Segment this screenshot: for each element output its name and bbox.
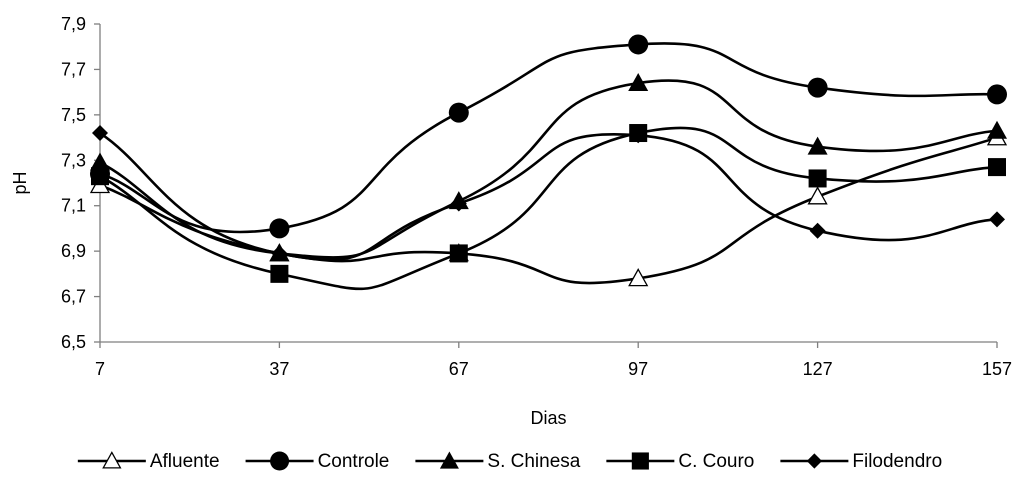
- x-tick-label: 37: [269, 359, 289, 379]
- series-line: [99, 131, 998, 261]
- series-group: [89, 34, 1008, 291]
- data-point: [807, 77, 828, 98]
- y-axis-ticks: 6,5 6,7 6,9 7,1 7,3 7,5 7,7 7,9: [61, 14, 100, 352]
- data-point: [989, 211, 1005, 228]
- y-tick-label: 6,9: [61, 241, 86, 261]
- series-filodendro: [92, 125, 1005, 262]
- data-point: [807, 136, 828, 155]
- series-s-chinesa: [90, 73, 1007, 262]
- x-tick-label: 97: [628, 359, 648, 379]
- data-point: [809, 222, 826, 239]
- data-point: [988, 158, 1006, 177]
- y-tick-label: 6,7: [61, 287, 86, 307]
- series-line: [99, 42, 998, 234]
- data-point: [987, 120, 1007, 139]
- legend-marker: [102, 451, 122, 469]
- x-tick-label: 7: [95, 359, 105, 379]
- data-point: [91, 167, 109, 186]
- legend-label: Controle: [318, 451, 390, 472]
- y-tick-label: 7,7: [61, 59, 86, 79]
- legend-marker: [270, 451, 290, 471]
- x-tick-label: 127: [803, 359, 833, 379]
- data-point: [271, 245, 288, 262]
- data-point: [92, 125, 108, 142]
- data-point: [808, 169, 827, 188]
- x-tick-label: 67: [449, 359, 469, 379]
- legend: Afluente Controle S. Chinesa C. Couro Filode…: [77, 451, 942, 472]
- legend-item: Controle: [245, 451, 390, 472]
- x-axis-title: Dias: [530, 408, 566, 428]
- data-point: [269, 218, 290, 239]
- y-tick-label: 6,5: [61, 332, 86, 352]
- y-tick-label: 7,9: [61, 14, 86, 34]
- legend-marker: [631, 452, 649, 470]
- legend-item: Filodendro: [780, 451, 942, 472]
- legend-marker: [439, 451, 459, 469]
- legend-marker: [806, 453, 822, 469]
- series-c-couro: [91, 124, 1006, 291]
- data-point: [628, 73, 649, 92]
- data-point: [628, 34, 649, 55]
- x-tick-label: 157: [982, 359, 1012, 379]
- legend-label: S. Chinesa: [487, 451, 580, 472]
- legend-label: Afluente: [150, 451, 220, 472]
- legend-label: Filodendro: [852, 451, 942, 472]
- y-axis-title: pH: [10, 171, 30, 194]
- data-point: [448, 102, 469, 123]
- data-point: [628, 268, 649, 287]
- data-point: [987, 84, 1007, 105]
- data-point: [807, 186, 828, 205]
- data-point: [630, 127, 647, 144]
- data-point: [450, 195, 467, 212]
- data-point: [449, 244, 468, 263]
- y-tick-label: 7,3: [61, 150, 86, 170]
- y-tick-label: 7,5: [61, 105, 86, 125]
- y-tick-label: 7,1: [61, 196, 86, 216]
- data-point: [270, 264, 289, 283]
- legend-item: C. Couro: [606, 451, 754, 472]
- data-point: [90, 152, 110, 171]
- legend-item: Afluente: [77, 451, 220, 472]
- legend-item: S. Chinesa: [415, 451, 581, 472]
- chart-axes: [99, 24, 997, 343]
- x-axis-ticks: 7 37 67 97 127 157: [95, 342, 1012, 379]
- legend-label: C. Couro: [678, 451, 754, 472]
- series-controle: [90, 34, 1007, 239]
